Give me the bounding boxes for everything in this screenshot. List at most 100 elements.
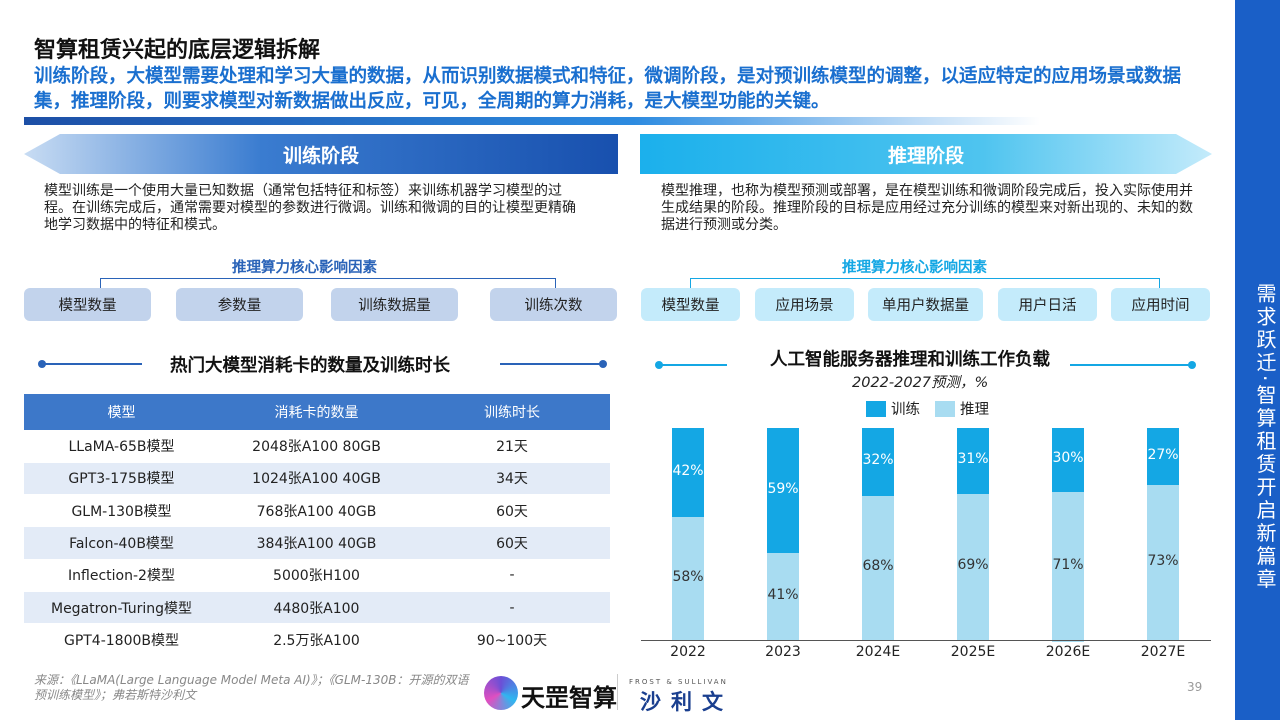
table-cell: 21天	[414, 430, 610, 463]
inference-factors-title: 推理算力核心影响因素	[842, 260, 987, 276]
training-factor: 模型数量	[24, 288, 151, 321]
page-number: 39	[1187, 680, 1203, 694]
column-header: 模型	[24, 394, 219, 430]
page-subtitle: 训练阶段，大模型需要处理和学习大量的数据，从而识别数据模式和特征，微调阶段，是对…	[34, 66, 1182, 112]
table-cell: 60天	[414, 526, 610, 560]
table-cell: Megatron-Turing模型	[24, 591, 219, 625]
bar-inference	[1052, 491, 1084, 643]
data-label-inference: 69%	[957, 556, 989, 573]
inference-factor: 应用时间	[1111, 288, 1210, 321]
table-row: Falcon-40B模型 384张A100 40GB 60天	[24, 526, 610, 560]
chart-title: 人工智能服务器推理和训练工作负载	[770, 350, 1050, 370]
table-cell: 34天	[414, 462, 610, 496]
table-cell: 2.5万张A100	[219, 623, 414, 657]
data-label-training: 42%	[672, 462, 704, 479]
inference-description: 模型推理，也称为模型预测或部署，是在模型训练和微调阶段完成后，投入实际使用并生成…	[661, 183, 1193, 233]
training-description: 模型训练是一个使用大量已知数据（通常包括特征和标签）来训练机器学习模型的过程。在…	[44, 183, 576, 233]
data-label-inference: 68%	[862, 557, 894, 574]
table-cell: LLaMA-65B模型	[24, 430, 219, 463]
table-cell: GPT4-1800B模型	[24, 623, 219, 657]
bar-training	[672, 428, 704, 518]
table-row: GLM-130B模型 768张A100 40GB 60天	[24, 494, 610, 528]
frost-logo-cn: 沙利文	[640, 690, 733, 714]
inference-factor: 应用场景	[755, 288, 854, 321]
bar-training	[1147, 428, 1179, 486]
table-row: Megatron-Turing模型 4480张A100-	[24, 591, 610, 625]
inference-factor: 用户日活	[998, 288, 1097, 321]
x-tick-label: 2022	[670, 644, 706, 660]
table-row: GPT3-175B模型 1024张A100 40GB 34天	[24, 462, 610, 496]
decor-dot	[599, 360, 607, 368]
table-cell: 5000张H100	[219, 559, 414, 592]
data-label-training: 27%	[1147, 446, 1179, 463]
chart-legend: 训练 推理	[866, 398, 989, 419]
bar-inference	[767, 553, 799, 640]
bar-training	[767, 428, 799, 554]
inference-factor: 单用户数据量	[868, 288, 983, 321]
data-label-inference: 71%	[1052, 556, 1084, 573]
data-label-training: 31%	[957, 450, 989, 467]
bar-inference	[862, 495, 894, 640]
bar-inference	[957, 493, 989, 640]
bar-training	[862, 428, 894, 496]
table-cell: 384张A100 40GB	[219, 526, 414, 560]
bar-inference	[672, 517, 704, 640]
title-divider	[24, 117, 1040, 125]
tiangang-logo-icon	[484, 676, 518, 710]
legend-swatch-training	[866, 400, 886, 417]
data-label-inference: 41%	[767, 586, 799, 603]
training-factors-title: 推理算力核心影响因素	[232, 260, 377, 276]
data-label-inference: 58%	[672, 568, 704, 585]
data-label-training: 32%	[862, 451, 894, 468]
logo-divider	[617, 674, 618, 710]
table-row: LLaMA-65B模型 2048张A100 80GB 21天	[24, 430, 610, 463]
x-tick-label: 2026E	[1045, 644, 1091, 660]
training-factor: 训练数据量	[331, 288, 458, 321]
sidebar-section-label: 需求跃迁·智算租赁开启新篇章	[1235, 0, 1280, 720]
x-tick-label: 2024E	[855, 644, 901, 660]
data-label-training: 59%	[767, 480, 799, 497]
table-cell: Inflection-2模型	[24, 559, 219, 592]
chart-subtitle: 2022-2027预测，%	[852, 375, 989, 391]
decor-line	[659, 364, 727, 366]
column-header: 消耗卡的数量	[219, 394, 414, 430]
data-label-inference: 73%	[1147, 552, 1179, 569]
table-cell: 2048张A100 80GB	[219, 430, 414, 463]
bar-training	[957, 428, 989, 494]
table-cell: 768张A100 40GB	[219, 494, 414, 528]
table-cell: 4480张A100	[219, 591, 414, 625]
table-cell: 90~100天	[414, 623, 610, 657]
inference-banner: 推理阶段	[640, 134, 1212, 174]
x-axis	[641, 640, 1211, 641]
bar-training	[1052, 428, 1084, 492]
training-banner: 训练阶段	[24, 134, 618, 174]
table-cell: GPT3-175B模型	[24, 462, 219, 496]
legend-label: 训练	[891, 402, 920, 418]
legend-label: 推理	[960, 402, 989, 418]
training-factor: 训练次数	[490, 288, 617, 321]
table-cell: -	[414, 559, 610, 592]
x-tick-label: 2027E	[1140, 644, 1186, 660]
bar-inference	[1147, 485, 1179, 640]
training-factors-connector	[100, 278, 556, 288]
tiangang-logo-text: 天罡智算	[521, 684, 617, 712]
decor-line	[1070, 364, 1192, 366]
page-title: 智算租赁兴起的底层逻辑拆解	[34, 38, 321, 63]
column-header: 训练时长	[414, 394, 610, 430]
table-row: Inflection-2模型 5000张H100-	[24, 559, 610, 592]
decor-dot	[1188, 361, 1196, 369]
source-note: 来源：《LLaMA(Large Language Model Meta AI)》…	[34, 673, 469, 702]
decor-line	[500, 363, 604, 365]
table-cell: -	[414, 591, 610, 625]
table-cell: Falcon-40B模型	[24, 526, 219, 560]
table-row: GPT4-1800B模型 2.5万张A100 90~100天	[24, 623, 610, 657]
frost-logo-en: FROST & SULLIVAN	[629, 678, 728, 686]
data-label-training: 30%	[1052, 449, 1084, 466]
x-tick-label: 2023	[765, 644, 801, 660]
table-title: 热门大模型消耗卡的数量及训练时长	[170, 356, 450, 376]
model-card-table: 模型 消耗卡的数量 训练时长 LLaMA-65B模型 2048张A100 80GB…	[24, 394, 610, 657]
table-cell: GLM-130B模型	[24, 494, 219, 528]
x-tick-label: 2025E	[950, 644, 996, 660]
training-factor: 参数量	[176, 288, 303, 321]
legend-swatch-inference	[935, 400, 955, 417]
